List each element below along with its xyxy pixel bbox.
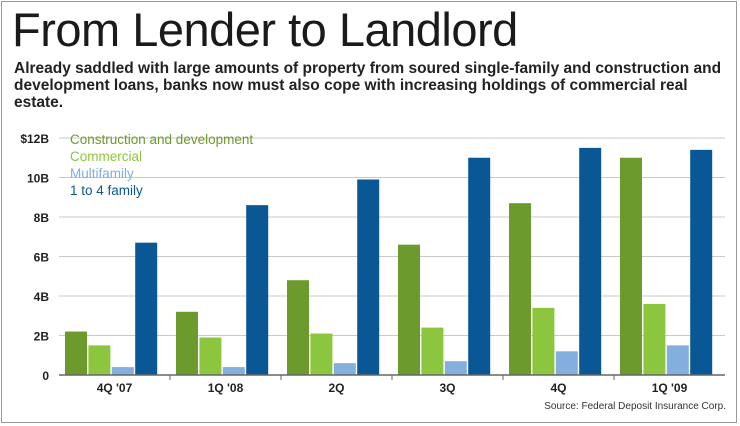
bar bbox=[690, 149, 713, 375]
x-tick-label: 2Q bbox=[328, 381, 344, 395]
legend-entry: Commercial bbox=[70, 149, 142, 164]
legend-entry: Construction and development bbox=[70, 132, 253, 147]
bar bbox=[199, 337, 222, 375]
bar bbox=[509, 203, 531, 375]
bar bbox=[135, 242, 158, 375]
y-tick-label: 4B bbox=[34, 290, 50, 304]
bar bbox=[468, 157, 491, 375]
page-subtitle: Already saddled with large amounts of pr… bbox=[14, 60, 722, 111]
bar bbox=[579, 147, 602, 375]
bar bbox=[222, 367, 245, 375]
y-tick-label: 6B bbox=[34, 251, 50, 265]
bar bbox=[444, 361, 467, 375]
legend-entry: Multifamily bbox=[70, 166, 134, 181]
bar bbox=[555, 351, 578, 375]
x-tick-label: 1Q '08 bbox=[208, 381, 244, 395]
bar bbox=[666, 345, 689, 375]
bar bbox=[310, 333, 333, 375]
x-tick-label: 1Q '09 bbox=[652, 381, 688, 395]
bar bbox=[398, 244, 420, 375]
bar bbox=[176, 311, 198, 375]
x-tick-label: 3Q bbox=[439, 381, 455, 395]
bar bbox=[333, 363, 356, 375]
y-tick-label: 10B bbox=[27, 172, 49, 186]
bar bbox=[88, 345, 111, 375]
bar bbox=[532, 307, 555, 375]
y-tick-label: 8B bbox=[34, 211, 50, 225]
bar bbox=[421, 327, 444, 375]
y-tick-label: 0 bbox=[42, 369, 49, 383]
bar bbox=[643, 303, 666, 375]
source-note: Source: Federal Deposit Insurance Corp. bbox=[544, 401, 726, 412]
legend-entry: 1 to 4 family bbox=[70, 183, 143, 198]
bar bbox=[111, 367, 134, 375]
x-tick-label: 4Q '07 bbox=[97, 381, 133, 395]
bar bbox=[246, 205, 269, 375]
bar bbox=[357, 179, 380, 375]
bar bbox=[620, 157, 642, 375]
bar bbox=[287, 280, 309, 375]
page-title: From Lender to Landlord bbox=[12, 3, 518, 56]
bar bbox=[65, 331, 87, 375]
x-tick-label: 4Q bbox=[550, 381, 566, 395]
y-tick-label: $12B bbox=[20, 132, 49, 146]
y-tick-label: 2B bbox=[34, 330, 50, 344]
